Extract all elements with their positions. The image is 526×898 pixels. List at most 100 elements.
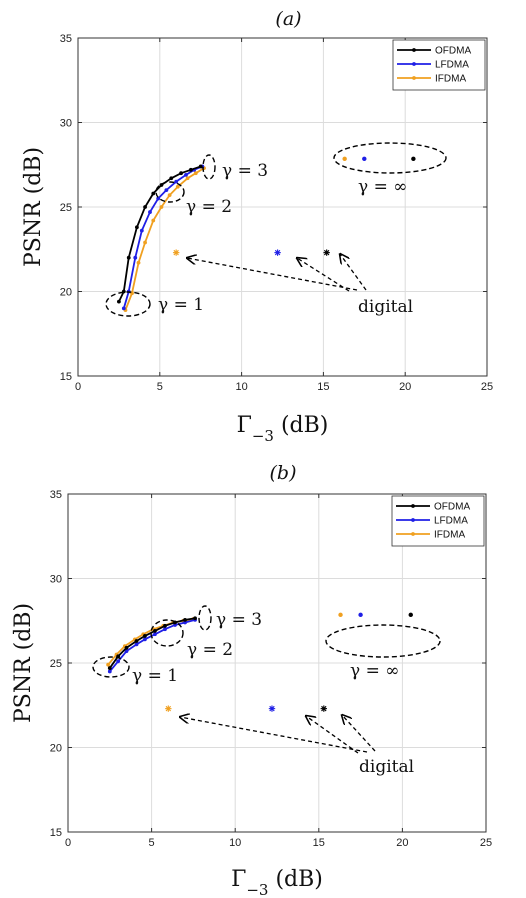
legend: OFDMA LFDMA IFDMA (392, 39, 486, 91)
gamma-inf-ellipse (325, 624, 441, 658)
y-tick-label: 35 (50, 489, 62, 501)
data-point-ifdma (106, 662, 111, 667)
data-point-ofdma (151, 191, 156, 196)
x-tick-label: 10 (235, 381, 247, 393)
y-tick-label: 20 (60, 287, 72, 299)
digital-point-lfdma (268, 705, 276, 712)
data-point-ofdma (107, 666, 112, 670)
infinity-point-ifdma (338, 612, 343, 618)
digital-label: digital (359, 757, 414, 777)
data-point-ifdma (136, 260, 141, 265)
x-tick-label: 5 (149, 837, 155, 849)
gamma-inf-ellipse (333, 142, 447, 174)
digital-arrow (342, 715, 376, 752)
gamma-1-ellipse (105, 291, 151, 317)
chart-panel-b: 0 5 10 15 20 25 15 20 25 30 35 (b) Γ−3 (dB) PSNR (dB)… (11, 462, 492, 898)
data-point-ofdma (198, 164, 203, 169)
y-tick-label: 25 (50, 658, 62, 670)
legend-label-ofdma: OFDMA (435, 46, 471, 57)
x-tick-label: 10 (229, 837, 241, 849)
data-point-ofdma (117, 299, 121, 304)
chart-panel-a: 0 5 10 15 20 25 15 20 25 30 35 (a) Γ−3 (dB) PSNR (dB)… (21, 8, 493, 445)
legend: OFDMA LFDMA IFDMA (391, 495, 485, 547)
data-point-lfdma (174, 179, 179, 184)
data-point-lfdma (153, 632, 157, 637)
data-point-lfdma (116, 659, 121, 664)
digital-arrow (297, 258, 350, 292)
data-point-ofdma (143, 205, 147, 209)
gamma-1-ellipse (92, 656, 130, 678)
data-point-ifdma (175, 184, 180, 189)
digital-arrow (306, 716, 359, 754)
x-tick-label: 0 (75, 381, 81, 393)
digital-arrow (187, 258, 358, 291)
data-point-ifdma (185, 176, 190, 181)
gamma-2-ellipse (155, 181, 185, 203)
chart-title: (b) (270, 462, 297, 484)
legend-box (391, 495, 485, 547)
x-axis-label: Γ−3 (dB) (237, 413, 329, 445)
x-tick-label: 15 (313, 837, 325, 849)
y-tick-label: 30 (60, 118, 72, 130)
chart-title: (a) (275, 8, 301, 30)
data-point-ofdma (179, 171, 183, 176)
legend-marker-ifdma (411, 532, 415, 536)
y-tick-label: 20 (50, 743, 62, 755)
y-axis-label: PSNR (dB) (21, 147, 46, 267)
x-axis-label: Γ−3 (dB) (231, 867, 323, 898)
data-point-ofdma (153, 628, 157, 633)
legend-marker-ofdma (412, 48, 416, 52)
data-point-lfdma (121, 306, 126, 311)
infinity-point-ifdma (342, 156, 347, 162)
y-tick-label: 15 (60, 371, 72, 383)
digital-point-ofdma (320, 705, 328, 712)
x-tick-label: 25 (480, 837, 492, 849)
data-point-ofdma (126, 255, 131, 260)
y-tick-label: 30 (50, 574, 62, 586)
gamma-1-label: γ = 1 (132, 666, 178, 686)
y-tick-label: 35 (60, 33, 72, 45)
data-point-ofdma (188, 167, 193, 172)
gamma-inf-label: γ = ∞ (350, 661, 399, 681)
digital-point-ifdma (172, 249, 180, 256)
gamma-3-ellipse (202, 154, 216, 180)
x-tick-label: 5 (157, 381, 163, 393)
data-point-lfdma (107, 669, 112, 674)
data-point-ofdma (169, 176, 174, 181)
legend-label-lfdma: LFDMA (435, 60, 469, 71)
y-tick-label: 15 (50, 827, 62, 839)
data-point-lfdma (163, 627, 167, 632)
legend-marker-lfdma (412, 62, 416, 66)
legend-label-ofdma: OFDMA (434, 502, 470, 513)
infinity-point-ofdma (408, 612, 413, 618)
data-point-ofdma (193, 616, 197, 621)
gamma-2-label: γ = 2 (186, 197, 232, 217)
x-tick-label: 15 (317, 381, 329, 393)
infinity-point-ofdma (411, 156, 416, 162)
legend-marker-ofdma (411, 504, 415, 508)
gamma-3-label: γ = 3 (216, 610, 262, 630)
y-tick-label: 25 (60, 202, 72, 214)
data-point-ifdma (151, 218, 156, 223)
data-point-lfdma (156, 196, 161, 201)
data-point-ofdma (134, 639, 139, 643)
legend-marker-lfdma (411, 518, 415, 522)
gamma-2-ellipse (150, 619, 184, 647)
data-point-lfdma (184, 172, 188, 177)
data-point-lfdma (148, 210, 152, 214)
data-point-ofdma (183, 618, 187, 622)
digital-point-ofdma (323, 249, 330, 256)
infinity-point-lfdma (362, 156, 367, 162)
legend-box (392, 39, 486, 91)
data-point-ifdma (159, 205, 164, 209)
digital-label: digital (358, 297, 413, 317)
data-point-lfdma (139, 228, 144, 233)
data-point-lfdma (124, 649, 129, 654)
gamma-3-label: γ = 3 (222, 161, 268, 181)
legend-marker-ifdma (412, 76, 416, 80)
infinity-point-lfdma (358, 612, 363, 618)
series-line-ofdma (109, 617, 196, 669)
x-tick-label: 20 (396, 837, 408, 849)
series-line-lfdma (109, 619, 196, 673)
